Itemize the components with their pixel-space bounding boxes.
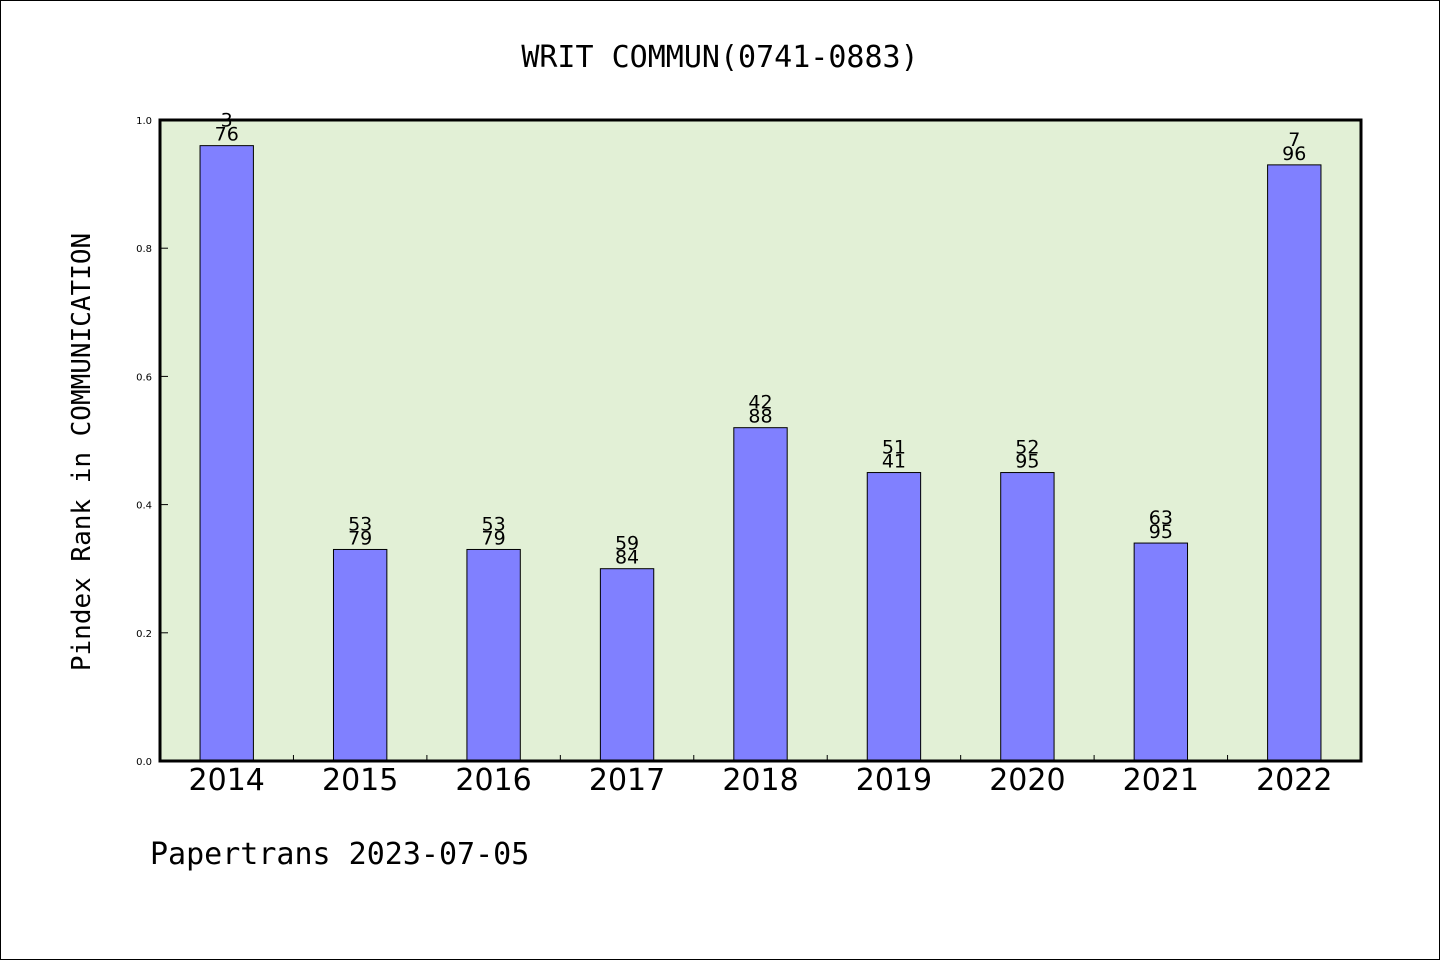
data-labels-group: 2014376201553792016537920175984201842882… [189,110,1333,798]
rank-label-2020: 52 [1015,437,1039,459]
y-tick-label-4: 0.8 [136,244,152,255]
bar-2021 [1133,542,1189,762]
rank-label-2017: 59 [615,533,639,555]
bar-2016 [466,548,521,762]
footer-credit: Papertrans 2023-07-05 [150,837,529,872]
x-tick-label-2019: 2019 [856,763,932,798]
bar-2018 [733,427,788,762]
chart-title: WRIT COMMUN(0741-0883) [521,40,918,75]
total-label-2014: 76 [215,124,239,146]
rank-label-2022: 7 [1288,129,1300,151]
x-tick-label-2018: 2018 [722,763,798,798]
rank-label-2018: 42 [748,392,772,414]
total-label-2019: 41 [882,451,906,473]
bar-2017 [599,568,655,762]
rank-label-2015: 53 [348,513,372,535]
y-tick-label-5: 1.0 [136,116,152,127]
bar-2015 [332,548,388,762]
y-axis-label: Pindex Rank in COMMUNICATION [67,233,97,671]
rank-label-2016: 53 [482,513,506,535]
bar-2014 [199,145,254,762]
total-label-2021: 95 [1149,521,1173,543]
x-tick-label-2022: 2022 [1256,763,1332,798]
x-tick-label-2015: 2015 [322,763,398,798]
bar-2019 [866,472,922,762]
rank-label-2021: 63 [1149,507,1173,529]
total-label-2016: 79 [482,527,506,549]
plot-border [158,118,1363,763]
total-label-2018: 88 [748,406,772,428]
x-tick-label-2017: 2017 [589,763,665,798]
y-tick-label-2: 0.4 [136,501,152,512]
x-tick-label-2014: 2014 [189,763,265,798]
x-tick-label-2021: 2021 [1123,763,1199,798]
bar-2022 [1267,164,1322,762]
rank-label-2019: 51 [882,437,906,459]
y-tick-label-1: 0.2 [136,629,152,640]
x-tick-label-2016: 2016 [455,763,531,798]
bars-group [199,145,1322,762]
y-tick-label-3: 0.6 [136,372,152,383]
total-label-2015: 79 [348,527,372,549]
total-label-2017: 84 [615,547,639,569]
total-label-2020: 95 [1015,451,1039,473]
total-label-2022: 96 [1282,143,1306,165]
x-tick-label-2020: 2020 [989,763,1065,798]
y-tick-label-0: 0.0 [136,757,152,768]
bar-2020 [1000,472,1055,762]
